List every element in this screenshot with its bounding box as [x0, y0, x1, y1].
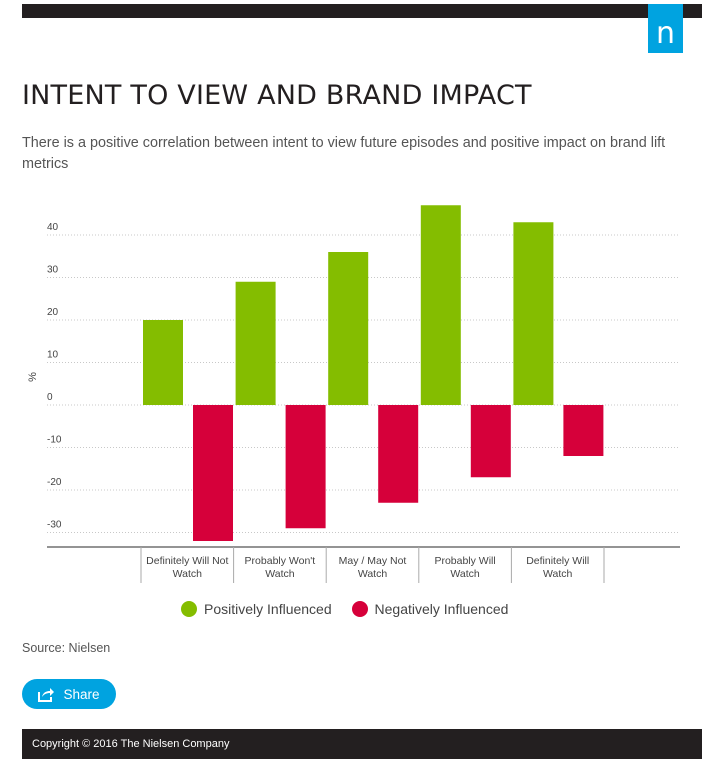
negative-bar	[470, 405, 511, 478]
share-icon	[38, 687, 55, 702]
x-tick-label: Watch	[173, 568, 203, 580]
share-label: Share	[63, 686, 100, 702]
footer: Copyright © 2016 The Nielsen Company	[22, 729, 702, 759]
y-tick-label: 30	[47, 265, 59, 276]
y-tick-label: -20	[47, 477, 62, 488]
chart-legend: Positively Influenced Negatively Influen…	[181, 601, 524, 620]
positive-bar	[143, 320, 183, 405]
top-bar	[22, 4, 702, 18]
x-tick-label: Watch	[450, 568, 480, 580]
legend-swatch-positive	[181, 601, 197, 617]
y-tick-label: 20	[47, 307, 59, 318]
legend-label-negative: Negatively Influenced	[374, 601, 509, 617]
positive-bar	[328, 252, 369, 405]
x-tick-label: Watch	[265, 568, 295, 580]
positive-bar	[513, 222, 554, 405]
y-tick-label: -30	[47, 520, 62, 531]
y-tick-label: 10	[47, 350, 59, 361]
copyright-text: Copyright © 2016 The Nielsen Company	[32, 738, 230, 750]
negative-bar	[285, 405, 326, 529]
x-tick-label: Definitely Will	[526, 555, 589, 567]
x-tick-label: Probably Won't	[245, 555, 316, 567]
x-tick-label: May / May Not	[339, 555, 407, 567]
page-title: INTENT TO VIEW AND BRAND IMPACT	[22, 80, 532, 111]
negative-bar	[193, 405, 233, 541]
x-tick-label: Watch	[358, 568, 388, 580]
y-tick-label: 40	[47, 222, 59, 233]
legend-swatch-negative	[351, 601, 368, 617]
legend-label-positive: Positively Influenced	[204, 601, 332, 617]
positive-bar	[235, 281, 276, 405]
logo-letter: n	[655, 16, 675, 51]
chart-subtitle: There is a positive correlation between …	[22, 135, 666, 172]
y-tick-label: 0	[47, 392, 53, 403]
positive-bar	[420, 205, 461, 405]
negative-bar	[378, 405, 419, 503]
nielsen-logo[interactable]: n	[648, 4, 683, 53]
x-tick-label: Definitely Will Not	[146, 555, 228, 567]
x-tick-label: Probably Will	[434, 555, 495, 567]
legend-item-negative[interactable]: Negatively Influenced	[351, 601, 509, 617]
y-axis-label: %	[27, 372, 39, 382]
share-button[interactable]: Share	[22, 679, 116, 709]
negative-bar	[563, 405, 604, 456]
legend-item-positive[interactable]: Positively Influenced	[181, 601, 332, 617]
y-tick-label: -10	[47, 435, 62, 446]
x-tick-label: Watch	[543, 568, 573, 580]
source-note: Source: Nielsen	[22, 641, 111, 655]
